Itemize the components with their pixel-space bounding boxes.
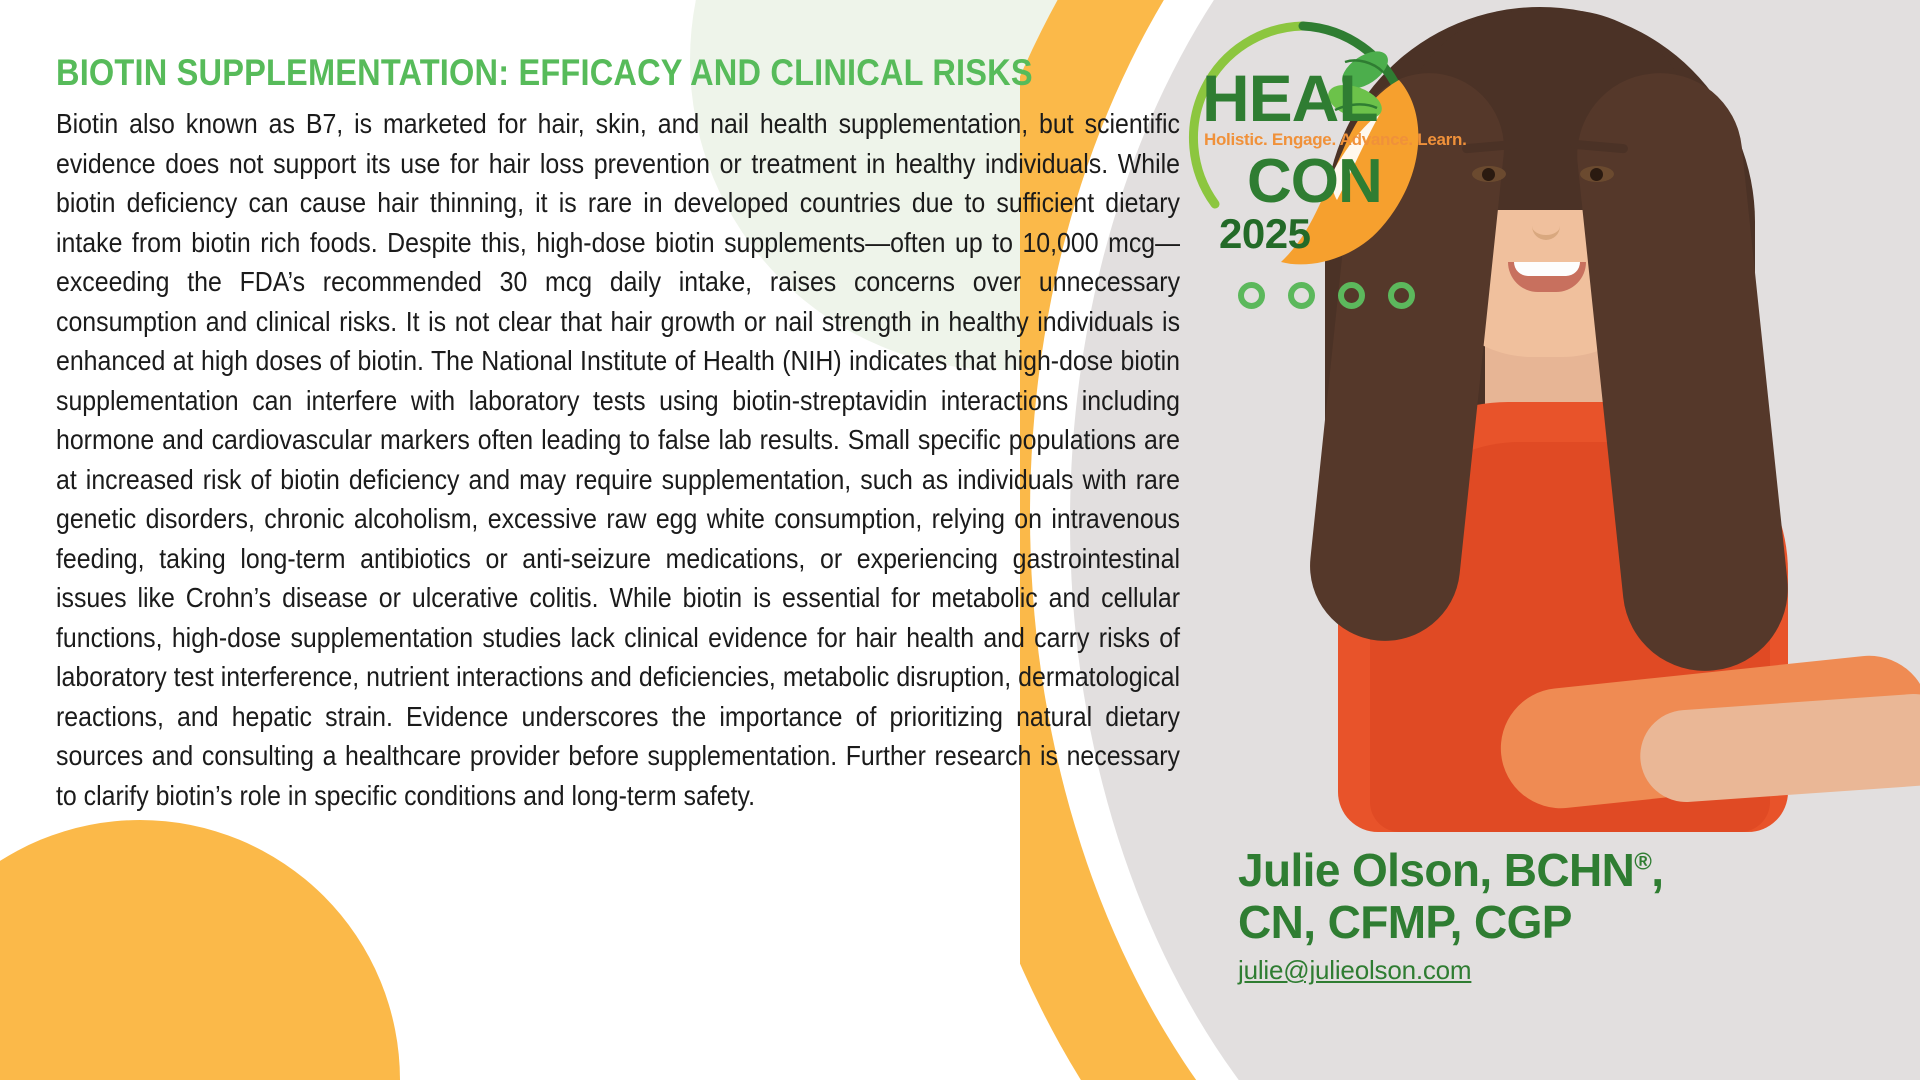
- green-ring-dot-4: [1388, 282, 1415, 309]
- healcon-logo: HEAL Holistic. Engage. Advance. Learn. C…: [1185, 18, 1467, 268]
- green-ring-dot-3: [1338, 282, 1365, 309]
- logo-con-text: CON: [1247, 147, 1383, 216]
- logo-leaf-vein-lower: [1334, 103, 1378, 112]
- logo-swoosh-highlight: [1332, 112, 1381, 200]
- logo-leaf-upper: [1342, 51, 1388, 89]
- logo-year-text: 2025: [1219, 210, 1311, 257]
- logo-heal-text: HEAL: [1202, 61, 1379, 135]
- logo-leaf-vein-upper: [1344, 59, 1384, 73]
- logo-leaf-lower: [1328, 84, 1382, 120]
- registered-trademark-icon: ®: [1634, 848, 1652, 876]
- speaker-visual-panel: [1020, 0, 1920, 1080]
- green-ring-dot-2: [1288, 282, 1315, 309]
- green-ring-dot-1: [1238, 282, 1265, 309]
- slide-text-column: BIOTIN SUPPLEMENTATION: EFFICACY AND CLI…: [56, 52, 1180, 815]
- slide-body-paragraph: Biotin also known as B7, is marketed for…: [56, 108, 1181, 811]
- logo-dark-green-arc: [1298, 21, 1406, 101]
- speaker-name: Julie Olson, BCHN®, CN, CFMP, CGP: [1238, 844, 1878, 949]
- orange-circle-decoration: [0, 820, 400, 1080]
- speaker-credit-block: Julie Olson, BCHN®, CN, CFMP, CGP julie@…: [1238, 844, 1878, 986]
- speaker-name-comma: ,: [1651, 844, 1664, 896]
- portrait-circle-backdrop: [1070, 0, 1920, 1080]
- slide-headline: BIOTIN SUPPLEMENTATION: EFFICACY AND CLI…: [56, 52, 1033, 93]
- healcon-logo-graphic: [1188, 21, 1419, 265]
- logo-light-green-arc: [1188, 21, 1308, 209]
- speaker-name-line1: Julie Olson, BCHN: [1238, 844, 1635, 896]
- logo-tagline: Holistic. Engage. Advance. Learn.: [1204, 130, 1467, 149]
- speaker-email-link[interactable]: julie@julieolson.com: [1238, 954, 1472, 985]
- green-ring-dot-row: [1238, 282, 1415, 309]
- speaker-name-line2: CN, CFMP, CGP: [1238, 895, 1572, 948]
- speaker-portrait-photo: [1070, 0, 1920, 1080]
